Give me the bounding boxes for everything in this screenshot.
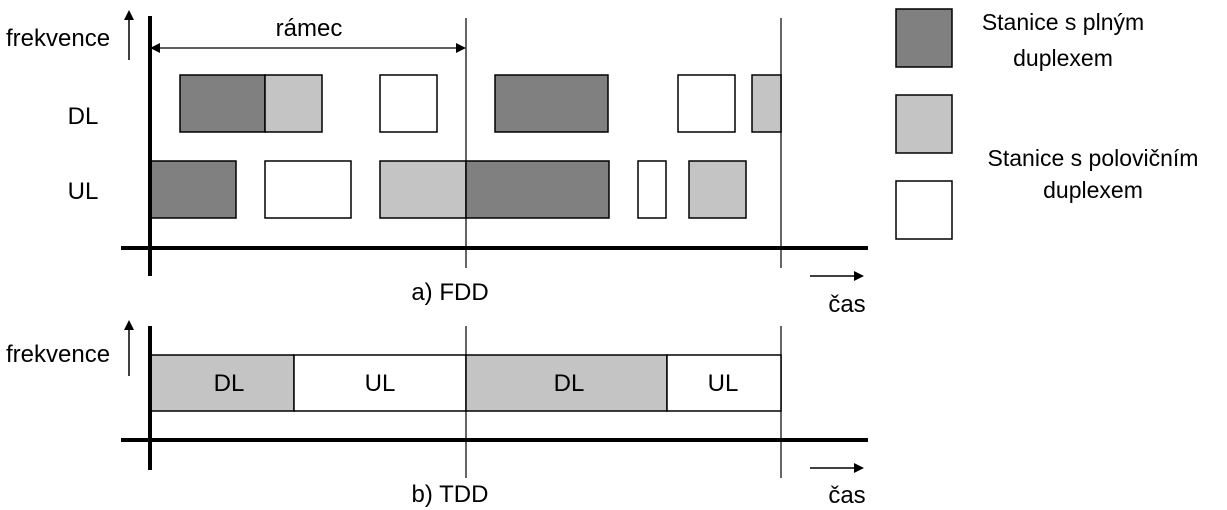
tdd-slot-ul: [293, 354, 467, 412]
tdd-slot-dl: [465, 354, 668, 412]
fdd-dl-label: DL: [68, 103, 99, 130]
legend: Stanice s plným duplexem Stanice s polov…: [895, 8, 1199, 240]
tdd-slot-label: DL: [554, 370, 585, 397]
tdd-slot-label: UL: [365, 370, 396, 397]
fdd-dl-block-empty: [677, 74, 736, 133]
fdd-ul-label: UL: [68, 178, 99, 205]
fdd-diagram: frekvence rámec DL UL a) FDD čas: [6, 10, 868, 318]
fdd-ul-block-empty: [637, 160, 667, 219]
fdd-dl-block-empty: [379, 74, 438, 133]
legend-full-duplex-line2: duplexem: [1013, 45, 1113, 71]
fdd-frequency-label: frekvence: [6, 25, 110, 52]
fdd-ul-block-empty: [264, 160, 352, 219]
legend-half-duplex-line1: Stanice s polovičním: [988, 145, 1199, 171]
tdd-caption: b) TDD: [412, 481, 489, 508]
legend-swatch-empty: [895, 180, 953, 240]
tdd-slot-ul: [666, 354, 782, 412]
legend-half-duplex-line2: duplexem: [1043, 177, 1143, 203]
fdd-ul-block-half-duplex: [379, 160, 467, 219]
legend-swatch-full-duplex: [895, 8, 953, 68]
fdd-ul-block-half-duplex: [688, 160, 747, 219]
legend-full-duplex-line1: Stanice s plným: [982, 9, 1144, 35]
tdd-frequency-label: frekvence: [6, 341, 110, 368]
tdd-slot-label: DL: [214, 370, 245, 397]
fdd-dl-block-half-duplex: [264, 74, 323, 133]
fdd-dl-block-full-duplex: [494, 74, 609, 133]
frame-label: rámec: [276, 15, 343, 42]
tdd-diagram: frekvence DL UL DL UL b) TDD čas: [6, 320, 868, 509]
fdd-ul-block-full-duplex: [465, 160, 610, 219]
fdd-ul-block-full-duplex: [149, 160, 237, 219]
fdd-dl-block-full-duplex: [179, 74, 266, 133]
tdd-time-label: čas: [828, 482, 865, 509]
tdd-slot-label: UL: [708, 370, 739, 397]
legend-swatch-half-duplex: [895, 94, 953, 154]
fdd-time-label: čas: [828, 291, 865, 318]
fdd-dl-block-half-duplex: [751, 74, 782, 133]
fdd-caption: a) FDD: [411, 279, 488, 306]
